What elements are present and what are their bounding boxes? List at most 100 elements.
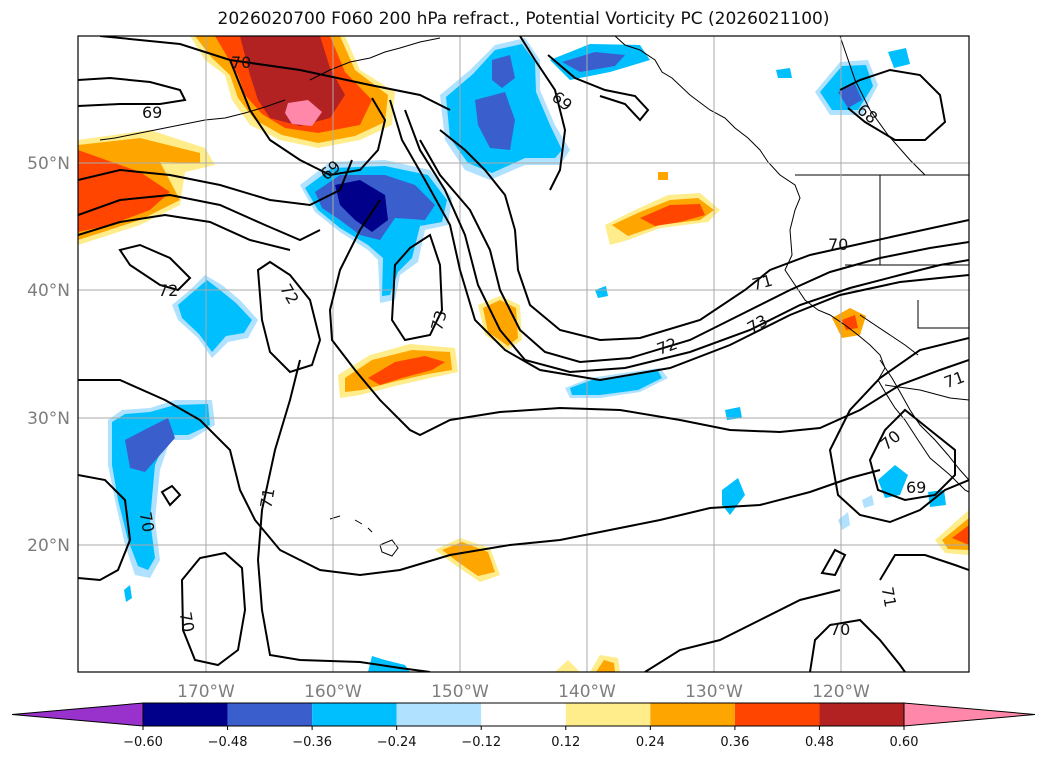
positive-anomaly-light xyxy=(555,660,580,672)
contour-line xyxy=(828,337,969,524)
contour-line xyxy=(879,554,969,581)
negative-anomaly-cyan xyxy=(878,465,908,498)
lat-label-20n: 20°N xyxy=(27,536,70,556)
contour-line xyxy=(99,36,451,111)
negative-anomaly-blue xyxy=(475,92,515,150)
negative-anomaly-cyan xyxy=(888,48,910,68)
lat-label-30n: 30°N xyxy=(27,409,70,429)
latitude-labels: 50°N 40°N 30°N 20°N xyxy=(27,154,70,556)
contour-label: 70 xyxy=(136,510,158,533)
colorbar-tick-label: −0.24 xyxy=(377,735,417,750)
negative-anomaly-cyan xyxy=(595,286,608,298)
colorbar-tick-label: −0.48 xyxy=(208,735,248,750)
north-america-coast xyxy=(614,36,969,493)
map-frame xyxy=(77,35,970,673)
contour-line xyxy=(390,233,444,342)
positive-anomaly-red xyxy=(368,356,445,385)
contour-label: 69 xyxy=(906,478,926,497)
lat-label-50n: 50°N xyxy=(27,154,70,174)
colorbar-tick-label: 0.36 xyxy=(720,735,749,750)
lon-label-140w: 140°W xyxy=(558,682,616,702)
colorbar-swatch xyxy=(819,703,904,726)
lon-label-170w: 170°W xyxy=(177,682,235,702)
contour-label: 72 xyxy=(158,281,178,300)
lon-label-120w: 120°W xyxy=(812,682,870,702)
colorbar-swatch xyxy=(565,703,651,726)
contour-line xyxy=(820,548,847,577)
positive-anomaly-orange xyxy=(658,172,668,180)
contour-line xyxy=(78,193,321,242)
colorbar-tick-label: −0.36 xyxy=(292,735,332,750)
positive-anomaly-orange xyxy=(596,660,615,672)
colorbar-extend-high xyxy=(903,702,1036,727)
contour-label: 70 xyxy=(877,426,905,454)
contour-line xyxy=(328,199,969,437)
lon-label-150w: 150°W xyxy=(431,682,489,702)
contour-label: 70 xyxy=(830,620,850,639)
colorbar-swatch xyxy=(312,703,397,726)
contour-line xyxy=(839,68,947,141)
negative-anomaly-light xyxy=(838,512,850,530)
negative-anomaly-blue xyxy=(838,84,862,108)
colorbar-outline xyxy=(142,702,905,727)
contour-line xyxy=(229,59,387,177)
colorbar-swatch xyxy=(481,703,566,726)
contour-line xyxy=(809,618,906,672)
contour-line xyxy=(78,474,132,582)
contour-line xyxy=(78,76,187,107)
colorbar-tick-label: −0.12 xyxy=(461,735,501,750)
negative-anomaly-cyan xyxy=(928,490,946,507)
colorbar-tick-label: 0.24 xyxy=(636,735,665,750)
contour-line xyxy=(78,159,353,207)
negative-anomaly-blue xyxy=(562,52,625,72)
colorbar: −0.60 −0.48 −0.36 −0.24 −0.12 0.12 0.24 0.36 0.4… xyxy=(11,702,1036,750)
positive-anomaly-red xyxy=(78,150,170,232)
colorbar-extend-low xyxy=(11,702,144,727)
contour-line xyxy=(118,243,192,292)
contour-label: 70 xyxy=(176,610,198,633)
negative-anomaly-cyan xyxy=(776,68,792,78)
longitude-labels: 170°W 160°W 150°W 140°W 130°W 120°W xyxy=(177,682,870,702)
colorbar-swatch xyxy=(227,703,313,726)
negative-anomaly-blue xyxy=(492,55,515,88)
refractivity-contour-layer xyxy=(78,36,969,672)
negative-anomaly-cyan xyxy=(124,585,132,602)
negative-anomaly-navy xyxy=(335,180,388,232)
positive-anomaly-red xyxy=(952,525,969,545)
us-state-border xyxy=(917,300,969,329)
contour-line xyxy=(868,408,956,502)
positive-anomaly-darkred xyxy=(240,36,345,126)
contour-line xyxy=(547,54,650,122)
contour-label: 69 xyxy=(142,103,162,122)
contour-label: 69 xyxy=(548,87,576,115)
negative-anomaly-cyan xyxy=(570,371,662,395)
contour-line xyxy=(256,260,322,374)
colorbar-swatch xyxy=(396,703,482,726)
contour-label: 71 xyxy=(750,271,775,295)
positive-anomaly-red xyxy=(640,204,705,226)
lon-label-160w: 160°W xyxy=(304,682,362,702)
colorbar-tick-label: 0.12 xyxy=(551,735,580,750)
contour-label: 73 xyxy=(427,308,451,333)
contour-line xyxy=(439,129,969,342)
colorbar-swatch xyxy=(734,703,820,726)
us-state-border xyxy=(859,314,919,356)
gridline-layer xyxy=(78,36,969,672)
contour-line xyxy=(256,359,431,672)
hawaii-islands xyxy=(329,515,399,557)
negative-anomaly-blue xyxy=(125,418,175,472)
colorbar-swatch xyxy=(143,703,228,726)
contour-line xyxy=(419,139,969,364)
contour-line xyxy=(160,484,182,507)
colorbar-swatch xyxy=(650,703,735,726)
colorbar-tick-label: 0.60 xyxy=(890,735,919,750)
contour-label: 73 xyxy=(744,311,771,338)
negative-anomaly-cyan xyxy=(178,280,252,352)
contour-line xyxy=(180,551,247,667)
contour-label: 70 xyxy=(828,235,848,254)
contour-line xyxy=(644,589,841,672)
contour-label: 71 xyxy=(941,367,967,392)
contour-label: 71 xyxy=(878,585,900,608)
figure-title: 2026020700 F060 200 hPa refract., Potent… xyxy=(217,9,830,29)
